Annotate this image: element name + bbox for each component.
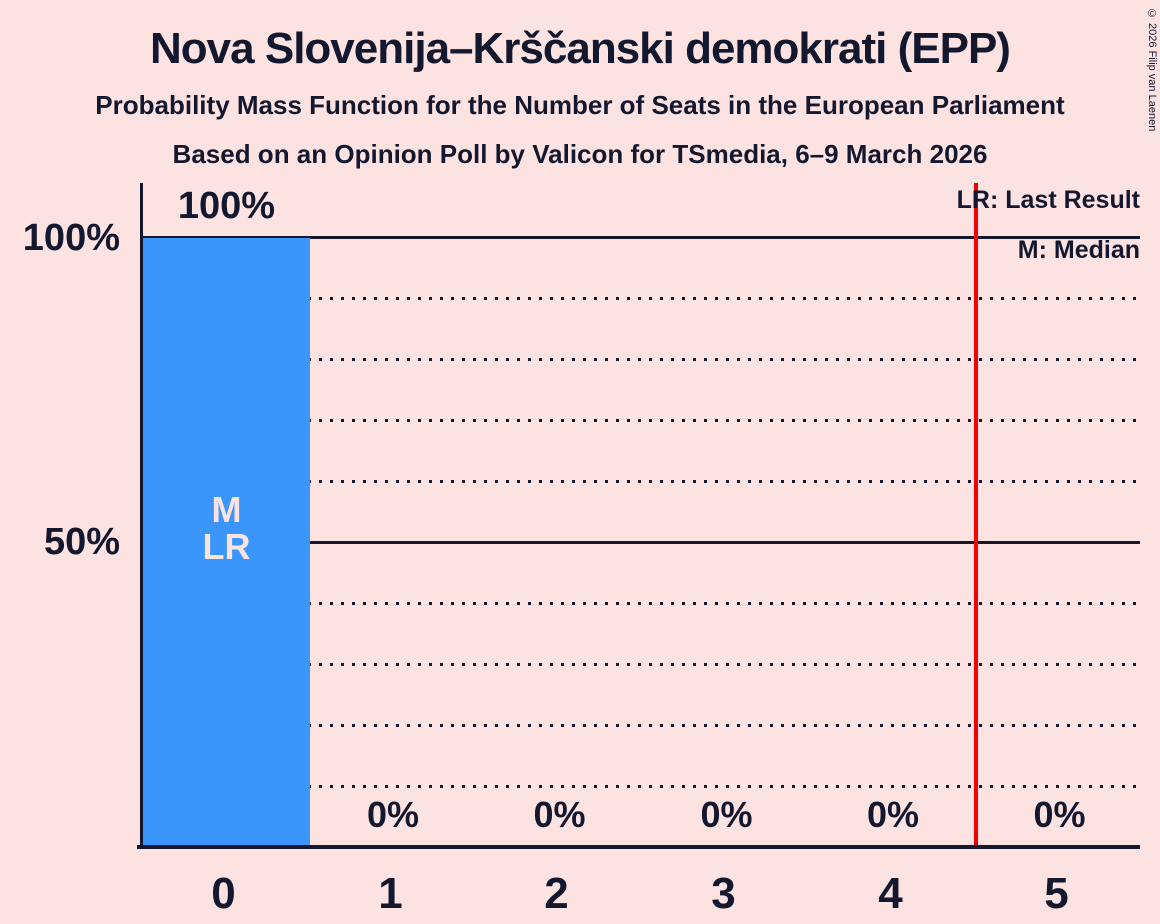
gridline-100 (143, 236, 1140, 239)
copyright-note: © 2026 Filip van Laenen (1146, 8, 1158, 132)
chart-source-line: Based on an Opinion Poll by Valicon for … (172, 139, 988, 169)
x-axis-line (137, 845, 1140, 849)
legend-median: M: Median (1017, 236, 1140, 264)
y-axis-tick-100: 100% (22, 217, 120, 259)
gridline-90 (143, 297, 1140, 300)
bar-value-label-4: 0% (866, 794, 920, 835)
bar-value-label-0: 100% (177, 185, 276, 227)
x-axis-tick-4: 4 (878, 869, 903, 918)
gridline-70 (143, 419, 1140, 422)
x-axis-tick-1: 1 (378, 869, 403, 918)
gridline-50 (143, 541, 1140, 544)
gridline-10 (143, 785, 1140, 788)
gridline-20 (143, 724, 1140, 727)
gridline-40 (143, 602, 1140, 605)
gridline-80 (143, 358, 1140, 361)
bar-value-label-2: 0% (533, 794, 586, 835)
last-result-marker: LR (202, 526, 251, 567)
bar-seats-0 (143, 238, 310, 845)
bar-marker-labels: M LR (143, 491, 310, 565)
bar-value-label-1: 0% (366, 794, 420, 835)
gridline-30 (143, 663, 1140, 666)
x-axis-tick-2: 2 (544, 869, 569, 918)
x-axis-tick-3: 3 (711, 869, 736, 918)
chart-title: Nova Slovenija–Krščanski demokrati (EPP) (150, 24, 1011, 73)
chart-subtitle: Probability Mass Function for the Number… (95, 90, 1065, 120)
x-axis-tick-0: 0 (211, 869, 236, 918)
plot-area: 100% M LR 0% 0% 0% 0% 0% (140, 183, 1140, 847)
legend-last-result: LR: Last Result (956, 186, 1140, 214)
x-axis-tick-5: 5 (1044, 869, 1069, 918)
last-result-line (974, 183, 978, 845)
median-marker: M (211, 489, 242, 530)
gridline-60 (143, 480, 1140, 483)
y-axis-tick-50: 50% (43, 521, 120, 563)
bar-value-label-5: 0% (1033, 794, 1086, 835)
bar-value-label-3: 0% (700, 794, 753, 835)
